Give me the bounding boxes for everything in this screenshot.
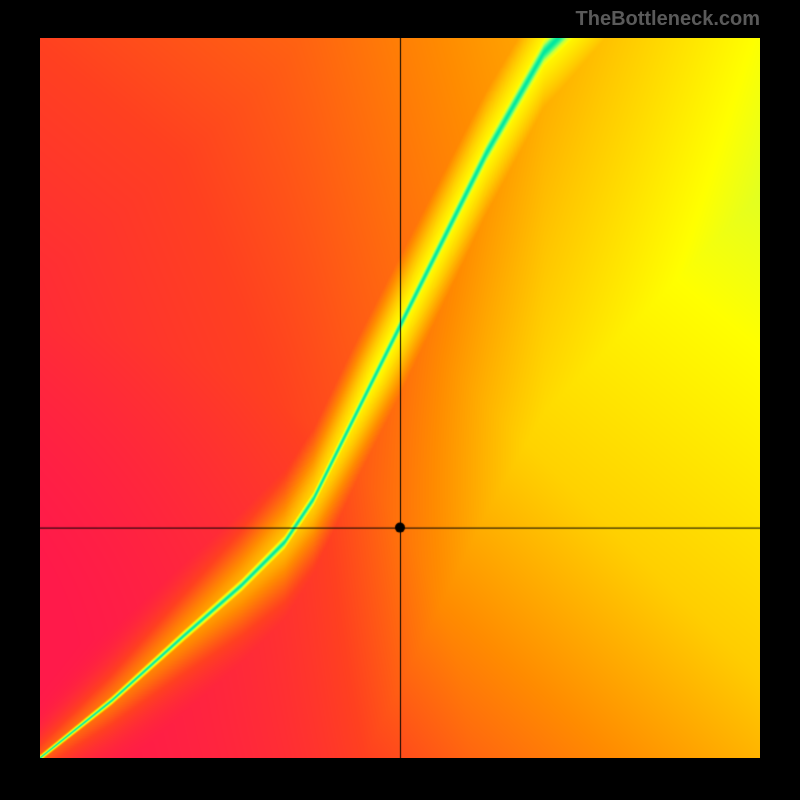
watermark-text: TheBottleneck.com [576,8,760,31]
heatmap-plot [40,38,760,758]
chart-container: TheBottleneck.com [0,0,800,800]
heatmap-canvas [40,38,760,758]
